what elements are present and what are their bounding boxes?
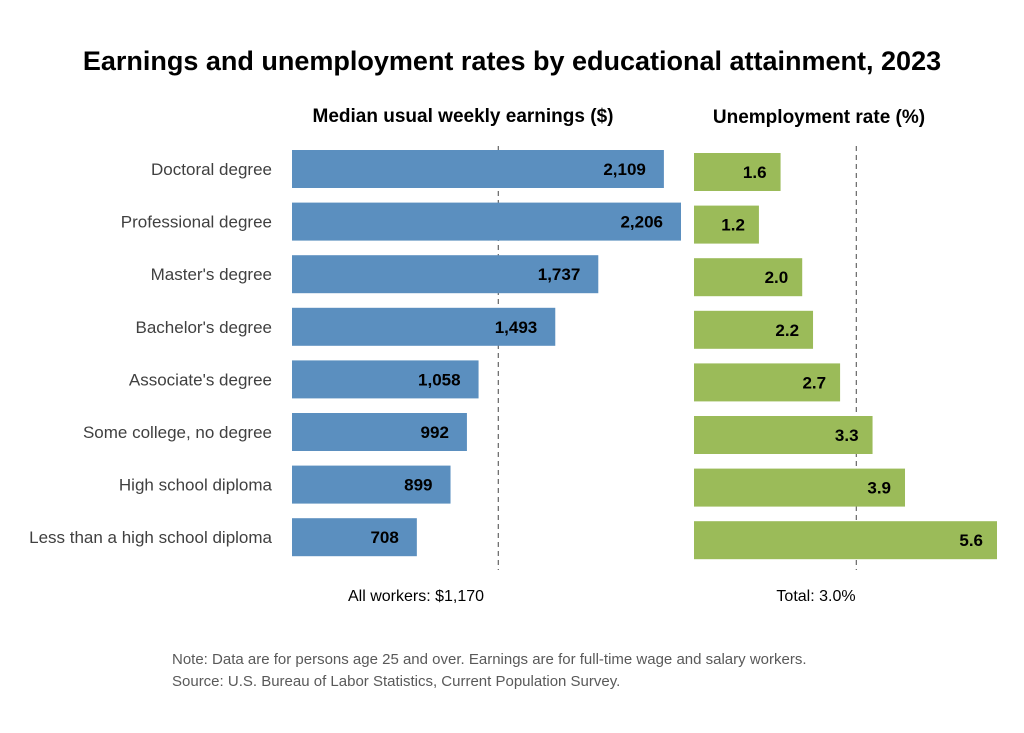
- unemployment-bar: [694, 153, 781, 191]
- unemployment-bar: [694, 310, 814, 349]
- category-label: Some college, no degree: [83, 423, 272, 442]
- earnings-value-label: 708: [370, 528, 398, 547]
- earnings-value-label: 2,109: [603, 160, 646, 179]
- unemployment-bar: [694, 363, 841, 402]
- unemployment-bar: [694, 258, 803, 297]
- category-label: Bachelor's degree: [136, 318, 273, 337]
- earnings-bar: [292, 307, 556, 346]
- unemployment-bar: [694, 468, 906, 507]
- unemployment-bars: 1.6 1.2 2.0 2.2 2.7 3.3 3.9 5.6: [694, 153, 997, 560]
- unemployment-bar: [694, 205, 759, 244]
- unemployment-value-label: 1.2: [721, 216, 745, 235]
- chart-note: Note: Data are for persons age 25 and ov…: [172, 651, 807, 668]
- chart-title: Earnings and unemployment rates by educa…: [83, 46, 941, 76]
- earnings-value-label: 1,058: [418, 370, 461, 389]
- earnings-bar: [292, 202, 681, 241]
- earnings-bar: [292, 465, 451, 504]
- unemployment-value-label: 2.0: [765, 268, 789, 287]
- category-labels: Doctoral degree Professional degree Master…: [29, 160, 272, 547]
- category-label: Doctoral degree: [151, 160, 272, 179]
- chart-source: Source: U.S. Bureau of Labor Statistics,…: [172, 673, 620, 690]
- earnings-bars: 2,109 2,206 1,737 1,493 1,058 992 899 708: [292, 150, 681, 557]
- unemployment-value-label: 2.2: [775, 321, 799, 340]
- earnings-bar: [292, 518, 417, 557]
- unemployment-panel-title: Unemployment rate (%): [713, 107, 925, 128]
- category-label: Master's degree: [151, 265, 272, 284]
- earnings-value-label: 992: [421, 423, 449, 442]
- earnings-bar: [292, 360, 479, 399]
- earnings-bar: [292, 413, 467, 451]
- earnings-bar: [292, 150, 664, 188]
- unemployment-value-label: 3.3: [835, 426, 859, 445]
- unemployment-bar: [694, 416, 873, 454]
- unemployment-value-label: 3.9: [867, 479, 891, 498]
- category-label: High school diploma: [119, 476, 273, 495]
- unemployment-value-label: 1.6: [743, 163, 767, 182]
- earnings-panel-title: Median usual weekly earnings ($): [313, 106, 614, 127]
- earnings-value-label: 1,493: [495, 318, 538, 337]
- unemployment-reference-label: Total: 3.0%: [776, 588, 855, 605]
- earnings-value-label: 1,737: [538, 265, 581, 284]
- category-label: Less than a high school diploma: [29, 528, 272, 547]
- unemployment-value-label: 2.7: [802, 373, 826, 392]
- earnings-reference-label: All workers: $1,170: [348, 588, 484, 605]
- earnings-bar: [292, 255, 599, 294]
- earnings-value-label: 899: [404, 476, 432, 495]
- unemployment-bar: [694, 521, 997, 560]
- earnings-value-label: 2,206: [620, 213, 663, 232]
- category-label: Associate's degree: [129, 370, 272, 389]
- unemployment-value-label: 5.6: [959, 531, 983, 550]
- category-label: Professional degree: [121, 213, 272, 232]
